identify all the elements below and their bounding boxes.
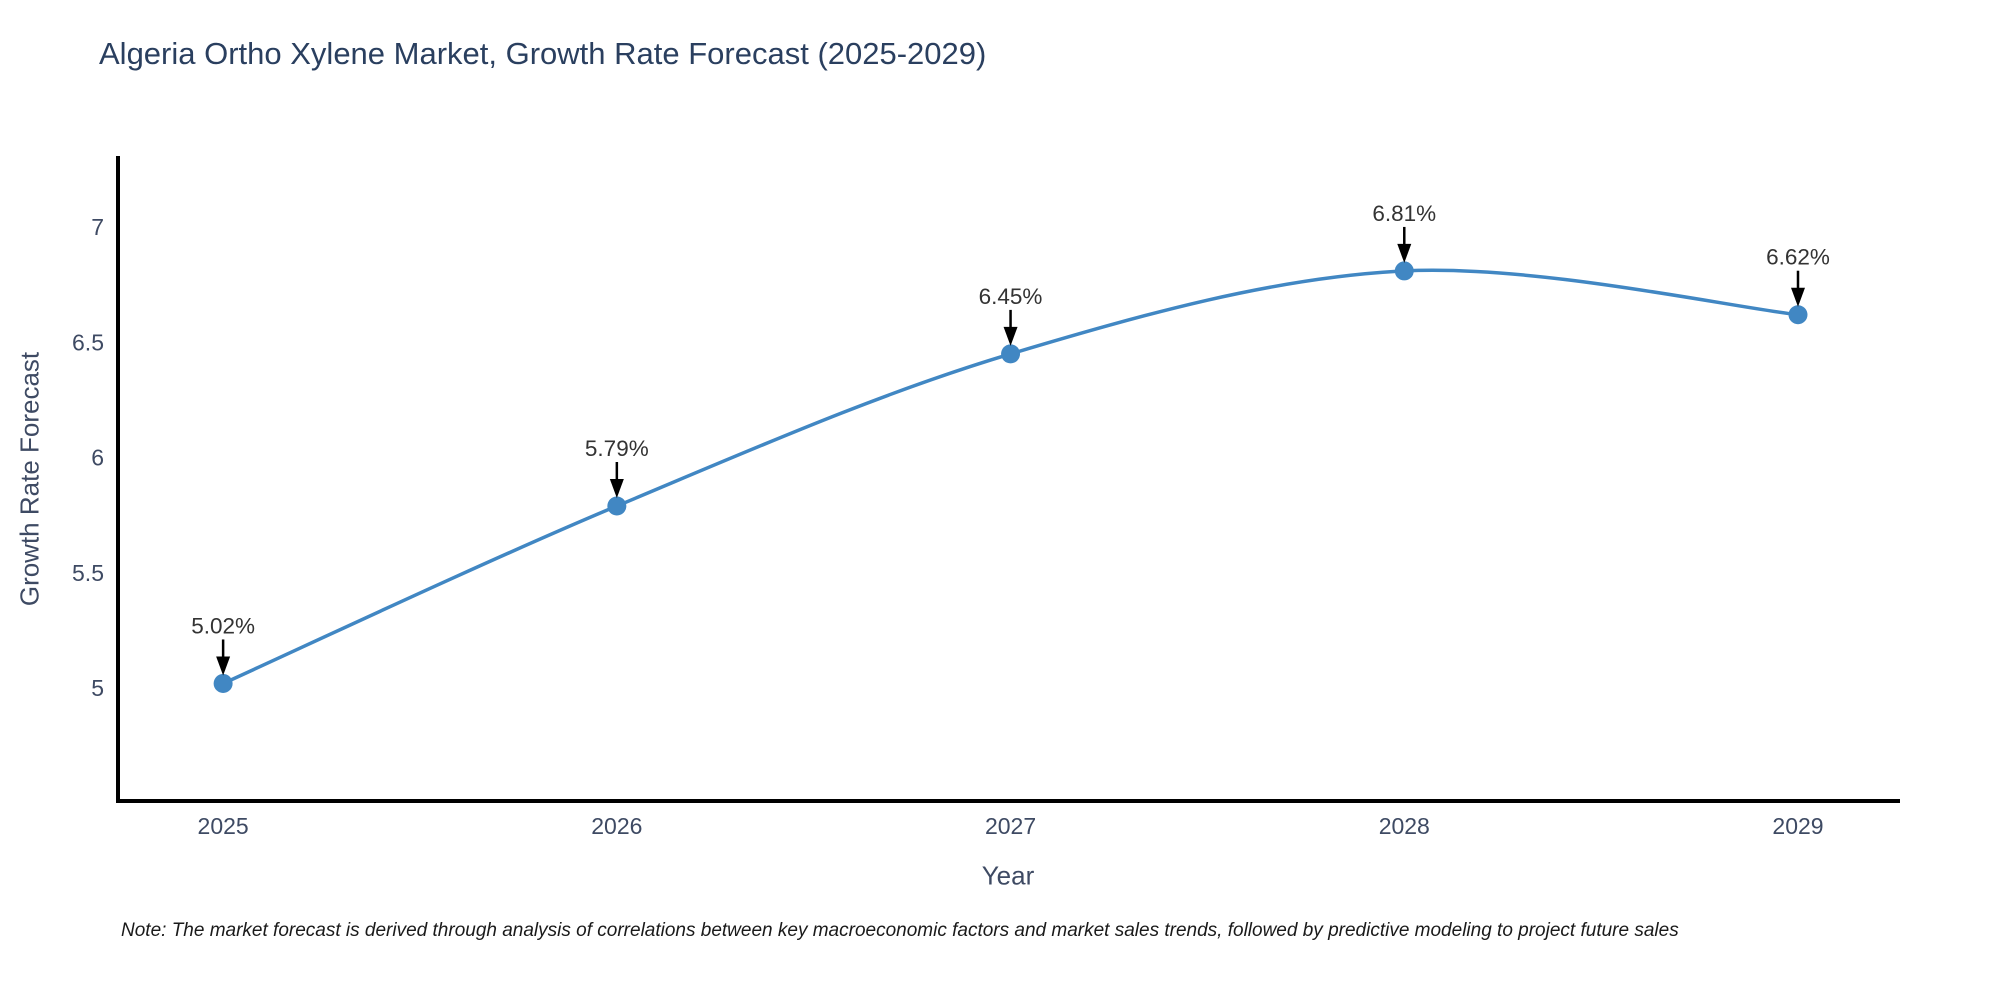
chart-title: Algeria Ortho Xylene Market, Growth Rate… [99, 36, 987, 71]
annotation-label: 5.79% [585, 436, 649, 461]
annotation-arrow-head [1790, 287, 1805, 307]
y-tick-label: 5 [91, 675, 104, 701]
x-tick-label: 2028 [1379, 813, 1430, 839]
data-point-marker [213, 673, 233, 693]
data-point-marker [1788, 305, 1808, 325]
x-tick-label: 2025 [198, 813, 249, 839]
x-tick-label: 2029 [1772, 813, 1823, 839]
annotation-arrow-head [1397, 243, 1412, 263]
annotation-label: 5.02% [191, 613, 255, 638]
annotation-label: 6.81% [1372, 201, 1436, 226]
y-tick-label: 5.5 [72, 560, 104, 586]
data-point-marker [1001, 344, 1021, 364]
annotation-arrow-head [609, 479, 624, 499]
y-tick-label: 7 [91, 214, 104, 240]
x-tick-label: 2026 [591, 813, 642, 839]
annotation-label: 6.45% [979, 284, 1043, 309]
axis-spines [116, 156, 1900, 803]
data-point-marker [607, 496, 627, 516]
y-tick-label: 6 [91, 445, 104, 471]
y-axis-title: Growth Rate Forecast [14, 351, 45, 607]
x-axis-title: Year [981, 860, 1035, 891]
x-tick-label: 2027 [985, 813, 1036, 839]
footnote-text: Note: The market forecast is derived thr… [121, 920, 1679, 941]
y-tick-label: 6.5 [72, 329, 104, 355]
data-point-marker [1394, 261, 1414, 281]
annotation-label: 6.62% [1766, 245, 1830, 270]
annotation-arrow-head [216, 656, 231, 676]
annotation-arrow-head [1003, 326, 1018, 346]
